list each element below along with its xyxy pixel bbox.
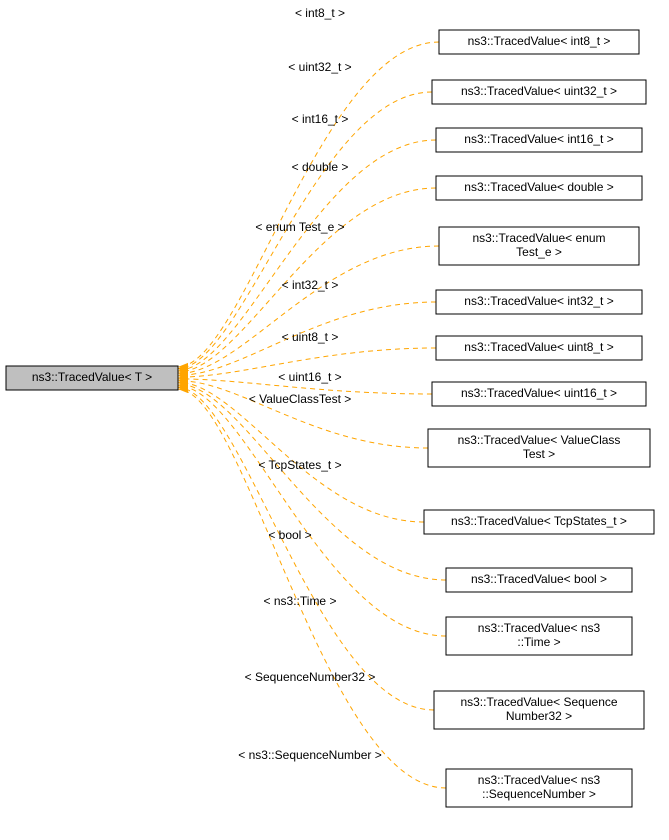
arrows-layer [178, 363, 188, 393]
node-uint32[interactable]: ns3::TracedValue< uint32_t > [432, 80, 646, 104]
edge-label-enum: < enum Test_e > [255, 220, 344, 234]
node-text-enum-1: Test_e > [516, 245, 562, 259]
inheritance-diagram: < int8_t > < uint32_t > < int16_t > < doubl… [0, 0, 669, 840]
node-enum[interactable]: ns3::TracedValue< enumTest_e > [439, 227, 639, 265]
edge-label-int32: < int32_t > [282, 278, 339, 292]
node-text-enum-0: ns3::TracedValue< enum [472, 231, 605, 245]
node-text-seq32-1: Number32 > [506, 709, 572, 723]
node-text-seq-0: ns3::TracedValue< ns3 [478, 773, 601, 787]
node-uint8[interactable]: ns3::TracedValue< uint8_t > [436, 336, 642, 360]
node-text-uint32-0: ns3::TracedValue< uint32_t > [461, 84, 617, 98]
edge-seq32 [178, 387, 434, 710]
node-seq[interactable]: ns3::TracedValue< ns3::SequenceNumber > [446, 769, 632, 807]
node-text-bool-0: ns3::TracedValue< bool > [471, 572, 607, 586]
node-seq32[interactable]: ns3::TracedValue< SequenceNumber32 > [434, 691, 644, 729]
node-text-vct-1: Test > [523, 447, 555, 461]
edge-bool [178, 384, 446, 580]
edge-label-vct: < ValueClassTest > [249, 392, 352, 406]
node-text-int8-0: ns3::TracedValue< int8_t > [468, 34, 611, 48]
node-int32[interactable]: ns3::TracedValue< int32_t > [436, 290, 642, 314]
edge-label-uint8: < uint8_t > [282, 330, 339, 344]
node-text-tcp-0: ns3::TracedValue< TcpStates_t > [451, 514, 627, 528]
node-text-seq-1: ::SequenceNumber > [482, 787, 596, 801]
node-double[interactable]: ns3::TracedValue< double > [436, 176, 642, 200]
node-text-uint16-0: ns3::TracedValue< uint16_t > [461, 386, 617, 400]
edge-label-uint32: < uint32_t > [288, 60, 351, 74]
node-text-time-1: ::Time > [517, 635, 560, 649]
edge-int8 [178, 42, 439, 367]
node-vct[interactable]: ns3::TracedValue< ValueClassTest > [428, 429, 650, 467]
node-time[interactable]: ns3::TracedValue< ns3::Time > [446, 617, 632, 655]
node-text-time-0: ns3::TracedValue< ns3 [478, 621, 601, 635]
edge-label-int16: < int16_t > [292, 112, 349, 126]
edge-vct [178, 381, 428, 448]
node-text-vct-0: ns3::TracedValue< ValueClass [458, 433, 621, 447]
edge-label-int8: < int8_t > [295, 6, 345, 20]
node-text-int32-0: ns3::TracedValue< int32_t > [464, 294, 613, 308]
node-text-int16-0: ns3::TracedValue< int16_t > [464, 132, 613, 146]
edge-label-seq: < ns3::SequenceNumber > [238, 748, 381, 762]
node-int16[interactable]: ns3::TracedValue< int16_t > [436, 128, 642, 152]
edge-label-bool: < bool > [268, 528, 311, 542]
node-text-uint8-0: ns3::TracedValue< uint8_t > [464, 340, 613, 354]
node-text-double-0: ns3::TracedValue< double > [464, 180, 613, 194]
edge-label-tcp: < TcpStates_t > [258, 458, 341, 472]
node-text-base-0: ns3::TracedValue< T > [32, 370, 152, 384]
edge-label-time: < ns3::Time > [264, 594, 337, 608]
edge-seq [178, 389, 446, 788]
nodes-layer: ns3::TracedValue< T > ns3::TracedValue< i… [6, 30, 654, 807]
node-tcp[interactable]: ns3::TracedValue< TcpStates_t > [424, 510, 654, 534]
edge-label-seq32: < SequenceNumber32 > [245, 670, 376, 684]
node-text-seq32-0: ns3::TracedValue< Sequence [460, 695, 617, 709]
node-bool[interactable]: ns3::TracedValue< bool > [446, 568, 632, 592]
diagram-root: < int8_t > < uint32_t > < int16_t > < doubl… [0, 0, 669, 840]
node-base[interactable]: ns3::TracedValue< T > [6, 366, 178, 390]
edge-label-double: < double > [292, 160, 349, 174]
node-uint16[interactable]: ns3::TracedValue< uint16_t > [432, 382, 646, 406]
node-int8[interactable]: ns3::TracedValue< int8_t > [439, 30, 639, 54]
edge-label-uint16: < uint16_t > [278, 370, 341, 384]
